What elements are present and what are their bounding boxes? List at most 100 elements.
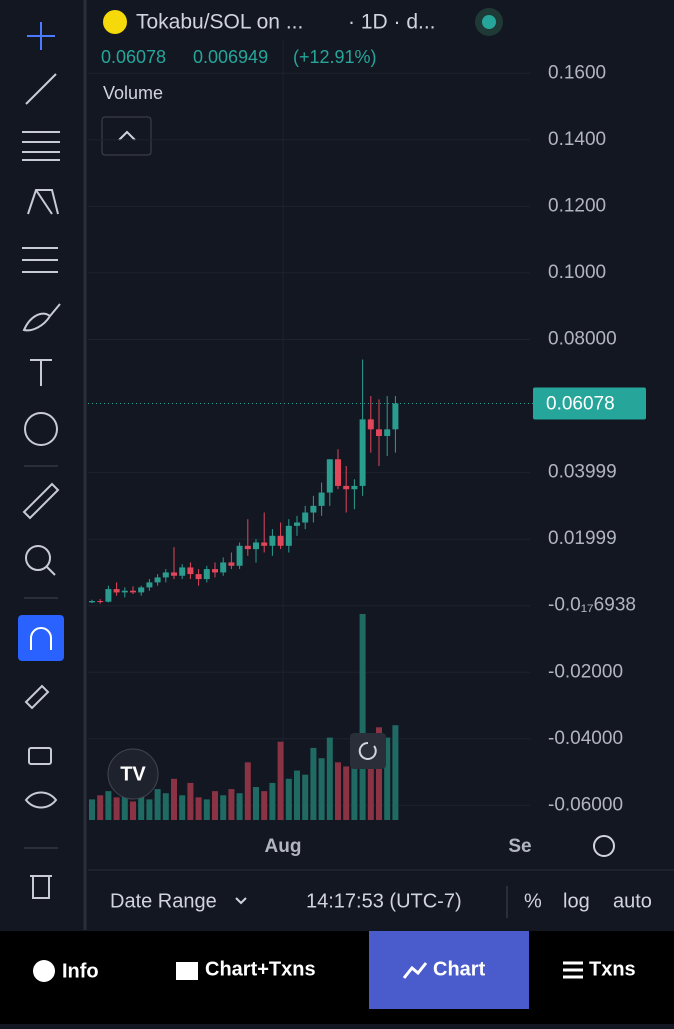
candle-body	[154, 577, 161, 583]
volume-bar	[343, 766, 350, 820]
hide-tool[interactable]	[24, 791, 58, 809]
candle-body	[277, 535, 284, 546]
volume-bar	[138, 795, 145, 820]
y-tick-label: 0.1600	[548, 62, 606, 83]
magnet-tool[interactable]	[18, 615, 64, 661]
reset-button[interactable]	[350, 733, 386, 769]
candle-body	[384, 429, 391, 436]
volume-bar	[212, 791, 218, 820]
candle-body	[179, 567, 186, 576]
volume-bar	[97, 795, 104, 820]
collapse-button[interactable]	[101, 116, 152, 156]
date-range[interactable]: Date Range	[110, 890, 217, 912]
y-tick-label: -0.0₁₇6938	[548, 595, 636, 616]
reset-icon	[358, 741, 377, 760]
chevron	[118, 130, 136, 141]
candle-body	[392, 403, 399, 430]
volume-bar	[89, 799, 95, 820]
tv-logo-text: TV	[120, 763, 146, 785]
pattern-tool[interactable]	[27, 189, 59, 215]
token-icon	[103, 10, 127, 34]
candle-body	[138, 587, 145, 593]
text-tool[interactable]	[30, 359, 52, 386]
candle-body	[310, 505, 317, 513]
auto-toggle[interactable]: auto	[613, 890, 652, 912]
interval[interactable]: · 1D · d...	[348, 11, 436, 34]
volume-bar	[203, 799, 210, 820]
tab-bar	[0, 931, 674, 1024]
change: 0.006949	[193, 47, 268, 67]
ruler-tool[interactable]	[22, 482, 60, 520]
zoom-tool[interactable]	[25, 545, 51, 571]
info-icon	[33, 960, 55, 982]
change-pct: (+12.91%)	[293, 47, 377, 67]
y-tick-label: -0.04000	[548, 728, 623, 749]
volume-bar	[261, 791, 268, 820]
y-tick-label: 0.1200	[548, 195, 606, 216]
brush-tool[interactable]	[22, 303, 61, 332]
pane-label: Volume	[103, 83, 163, 103]
line-tool[interactable]	[25, 73, 57, 105]
volume-bar	[359, 614, 366, 820]
settings-button[interactable]	[593, 835, 615, 857]
percent-toggle[interactable]: %	[524, 890, 542, 912]
candle-body	[367, 419, 374, 430]
candle-body	[220, 562, 227, 573]
volume-bar	[195, 797, 202, 820]
volume-bar	[294, 770, 300, 820]
candle-body	[212, 569, 218, 573]
candle-body	[146, 582, 153, 588]
dropdown-icon	[235, 897, 247, 905]
volume-bar	[384, 737, 391, 820]
fib-tool[interactable]	[22, 131, 60, 161]
volume-bar	[326, 737, 333, 820]
volume-bar	[285, 778, 292, 820]
y-tick-label: 0.1000	[548, 262, 606, 283]
volume-bar	[253, 787, 259, 820]
y-tick-label: 0.08000	[548, 329, 617, 350]
volume-bar	[367, 733, 374, 820]
lock-drawing-tool[interactable]	[24, 684, 50, 710]
candle-body	[187, 567, 194, 575]
volume-bar	[154, 789, 161, 820]
tab[interactable]: Txns	[589, 958, 636, 980]
volume-bar	[376, 727, 382, 820]
volume-bar	[392, 725, 399, 820]
crosshair-tool[interactable]	[27, 22, 55, 50]
volume-bar	[130, 801, 136, 820]
volume-bar	[187, 782, 194, 820]
volume-bar	[105, 791, 112, 820]
emoji-tool[interactable]	[24, 412, 58, 446]
toolbar	[18, 22, 64, 899]
tab[interactable]: Chart+Txns	[205, 958, 316, 980]
candle-body	[294, 522, 300, 526]
volume-bar	[310, 747, 317, 820]
candle-body	[261, 542, 268, 546]
candle-body	[343, 485, 350, 490]
last-price-tag	[533, 387, 646, 420]
volume-bar	[146, 799, 153, 820]
tv-logo	[107, 748, 159, 800]
tab[interactable]: Info	[62, 960, 99, 982]
candle-body	[318, 492, 325, 506]
y-tick-label: 0.1400	[548, 129, 606, 150]
log-toggle[interactable]: log	[563, 890, 590, 912]
volume-bar	[269, 782, 276, 820]
candle-body	[285, 525, 292, 546]
candle-body	[244, 545, 251, 550]
delete-tool[interactable]	[30, 875, 52, 899]
prediction-tool[interactable]	[22, 247, 58, 273]
candle-body	[203, 569, 210, 580]
candle-body	[236, 545, 243, 566]
symbol[interactable]: Tokabu/SOL on ...	[136, 11, 303, 34]
volume-bar	[318, 758, 325, 820]
candle-body	[326, 459, 333, 493]
volume-bar	[113, 797, 120, 820]
tab[interactable]: Chart	[433, 958, 486, 980]
candle-body	[162, 572, 169, 578]
unlock-tool[interactable]	[28, 747, 52, 765]
volume-bar	[220, 795, 227, 820]
candle-body	[269, 535, 276, 546]
txns-icon	[563, 961, 583, 979]
y-tick-label: -0.02000	[548, 661, 623, 682]
